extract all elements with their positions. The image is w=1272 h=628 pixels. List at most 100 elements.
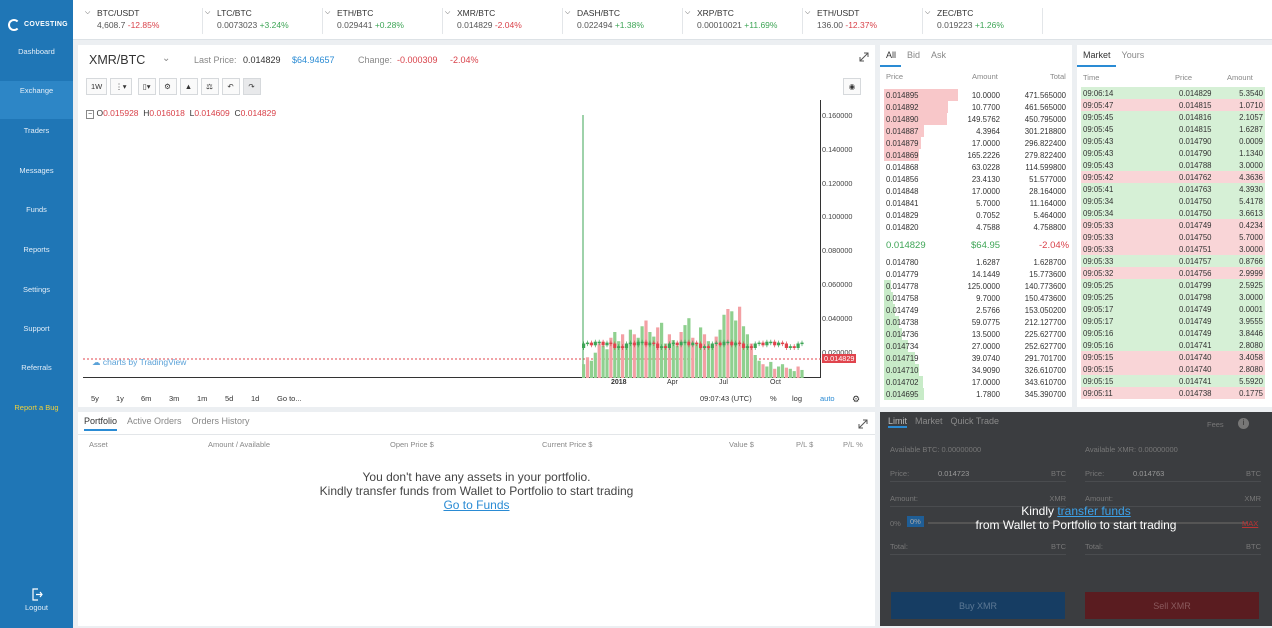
- tab-quick-trade[interactable]: Quick Trade: [950, 416, 1000, 426]
- fees-label[interactable]: Fees: [1207, 420, 1224, 429]
- gear-icon[interactable]: ⚙: [158, 78, 177, 95]
- range-button[interactable]: 5y: [91, 394, 99, 403]
- sidebar-item-reports[interactable]: Reports: [0, 240, 73, 278]
- ticker-item[interactable]: ⌵ LTC/BTC 0.0073023 +3.24%: [203, 8, 323, 34]
- percent-toggle[interactable]: %: [770, 394, 777, 403]
- buy-amount-field[interactable]: Amount: XMR: [890, 491, 1066, 507]
- orderbook-row[interactable]: 0.014695 1.7800 345.390700: [884, 388, 1068, 400]
- ticker-item[interactable]: ⌵ XMR/BTC 0.014829 -2.04%: [443, 8, 563, 34]
- sidebar-item-support[interactable]: Support: [0, 319, 73, 357]
- tab-active-orders[interactable]: Active Orders: [127, 416, 182, 426]
- orderbook-row[interactable]: 0.014710 34.9090 326.610700: [884, 364, 1068, 376]
- sidebar-item-exchange[interactable]: Exchange: [0, 81, 73, 119]
- camera-icon[interactable]: ◉: [843, 78, 861, 95]
- amount-slider-track[interactable]: [928, 522, 1248, 524]
- orderbook-row[interactable]: 0.014736 13.5000 225.627700: [884, 328, 1068, 340]
- collapse-icon[interactable]: −: [86, 110, 95, 119]
- orderbook-row[interactable]: 0.014829 0.7052 5.464000: [884, 209, 1068, 221]
- orderbook-row[interactable]: 0.014841 5.7000 11.164000: [884, 197, 1068, 209]
- transfer-funds-link[interactable]: transfer funds: [1057, 504, 1131, 518]
- tab-market[interactable]: Market: [915, 416, 943, 426]
- orderbook-row[interactable]: 0.014719 39.0740 291.701700: [884, 352, 1068, 364]
- portfolio-column-header[interactable]: Current Price $: [542, 440, 593, 449]
- redo-icon[interactable]: ↷: [242, 78, 261, 95]
- orderbook-row[interactable]: 0.014738 59.0775 212.127700: [884, 316, 1068, 328]
- range-button[interactable]: 1y: [116, 394, 124, 403]
- auto-toggle[interactable]: auto: [820, 394, 835, 403]
- ticker-item[interactable]: ⌵ DASH/BTC 0.022494 +1.38%: [563, 8, 683, 34]
- sidebar-item-settings[interactable]: Settings: [0, 280, 73, 318]
- sidebar-item-dashboard[interactable]: Dashboard: [0, 42, 73, 80]
- orderbook-row[interactable]: 0.014778 125.0000 140.773600: [884, 280, 1068, 292]
- candles-icon[interactable]: ▯▾: [137, 78, 156, 95]
- orderbook-row[interactable]: 0.014779 14.1449 15.773600: [884, 268, 1068, 280]
- orderbook-row[interactable]: 0.014887 4.3964 301.218800: [884, 125, 1068, 137]
- logo[interactable]: COVESTING: [0, 0, 73, 40]
- sell-amount-field[interactable]: Amount: XMR: [1085, 491, 1261, 507]
- chevron-down-icon[interactable]: ⌄: [162, 53, 171, 64]
- expand-icon[interactable]: [857, 418, 869, 430]
- tab-orders-history[interactable]: Orders History: [191, 416, 250, 426]
- ticker-item[interactable]: ⌵ ETH/BTC 0.029441 +0.28%: [323, 8, 443, 34]
- more-icon[interactable]: ⋮▾: [110, 78, 132, 95]
- chart-symbol[interactable]: XMR/BTC: [89, 53, 146, 67]
- sell-button[interactable]: Sell XMR: [1085, 592, 1259, 619]
- buy-button[interactable]: Buy XMR: [891, 592, 1065, 619]
- tab-limit[interactable]: Limit: [888, 416, 908, 428]
- portfolio-column-header[interactable]: P/L %: [843, 440, 863, 449]
- orderbook-row[interactable]: 0.014879 17.0000 296.822400: [884, 137, 1068, 149]
- orderbook-row[interactable]: 0.014868 63.0228 114.599800: [884, 161, 1068, 173]
- orderbook-row[interactable]: 0.014890 149.5762 450.795000: [884, 113, 1068, 125]
- tab-all[interactable]: All: [880, 45, 902, 67]
- range-button[interactable]: 3m: [169, 394, 180, 403]
- log-toggle[interactable]: log: [792, 394, 803, 403]
- range-button[interactable]: 1m: [197, 394, 208, 403]
- chart-plot-area[interactable]: [83, 100, 821, 378]
- portfolio-column-header[interactable]: Value $: [729, 440, 754, 449]
- orderbook-row[interactable]: 0.014820 4.7588 4.758800: [884, 221, 1068, 233]
- orderbook-row[interactable]: 0.014749 2.5766 153.050200: [884, 304, 1068, 316]
- range-button[interactable]: 5d: [225, 394, 234, 403]
- ticker-item[interactable]: ⌵ ZEC/BTC 0.019223 +1.26%: [923, 8, 1043, 34]
- portfolio-column-header[interactable]: Open Price $: [390, 440, 434, 449]
- orderbook-row[interactable]: 0.014780 1.6287 1.628700: [884, 256, 1068, 268]
- compare-icon[interactable]: ⚖: [200, 78, 219, 95]
- sidebar-item-funds[interactable]: Funds: [0, 200, 73, 238]
- range-button[interactable]: Go to...: [277, 394, 302, 403]
- tradingview-watermark[interactable]: ☁ charts by TradingView: [92, 357, 187, 367]
- orderbook-row[interactable]: 0.014869 165.2226 279.822400: [884, 149, 1068, 161]
- logout-button[interactable]: Logout: [0, 588, 73, 626]
- interval-button[interactable]: 1W: [86, 78, 108, 95]
- sidebar-item-traders[interactable]: Traders: [0, 121, 73, 159]
- portfolio-column-header[interactable]: Asset: [89, 440, 108, 449]
- tab-portfolio[interactable]: Portfolio: [84, 416, 118, 431]
- portfolio-column-header[interactable]: P/L $: [796, 440, 814, 449]
- orderbook-row[interactable]: 0.014734 27.0000 252.627700: [884, 340, 1068, 352]
- tab-yours[interactable]: Yours: [1121, 50, 1145, 60]
- gear-icon[interactable]: ⚙: [852, 394, 861, 404]
- buy-slider-handle[interactable]: 0%: [907, 516, 924, 527]
- range-button[interactable]: 6m: [141, 394, 152, 403]
- tab-bid[interactable]: Bid: [907, 50, 921, 60]
- buy-price-field[interactable]: Price: 0.014723 BTC: [890, 466, 1066, 482]
- portfolio-column-header[interactable]: Amount / Available: [208, 440, 270, 449]
- sell-price-field[interactable]: Price: 0.014763 BTC: [1085, 466, 1261, 482]
- max-button[interactable]: MAX: [1242, 519, 1259, 528]
- ticker-item[interactable]: ⌵ ETH/USDT 136.00 -12.37%: [803, 8, 923, 34]
- sell-total-field[interactable]: Total: BTC: [1085, 539, 1261, 555]
- go-to-funds-link[interactable]: Go to Funds: [443, 498, 510, 512]
- orderbook-row[interactable]: 0.014856 23.4130 51.577000: [884, 173, 1068, 185]
- orderbook-row[interactable]: 0.014848 17.0000 28.164000: [884, 185, 1068, 197]
- undo-icon[interactable]: ↶: [221, 78, 240, 95]
- indicators-icon[interactable]: ▲: [179, 78, 198, 95]
- sidebar-item-messages[interactable]: Messages: [0, 161, 73, 199]
- expand-icon[interactable]: [858, 51, 870, 63]
- sidebar-item-referrals[interactable]: Referrals: [0, 358, 73, 396]
- tab-ask[interactable]: Ask: [931, 50, 947, 60]
- sidebar-item-report-a-bug[interactable]: Report a Bug: [0, 398, 73, 436]
- tab-market[interactable]: Market: [1077, 45, 1116, 67]
- orderbook-row[interactable]: 0.014702 17.0000 343.610700: [884, 376, 1068, 388]
- ticker-item[interactable]: ⌵ XRP/BTC 0.00010021 +11.69%: [683, 8, 803, 34]
- range-button[interactable]: 1d: [251, 394, 260, 403]
- orderbook-row[interactable]: 0.014895 10.0000 471.565000: [884, 89, 1068, 101]
